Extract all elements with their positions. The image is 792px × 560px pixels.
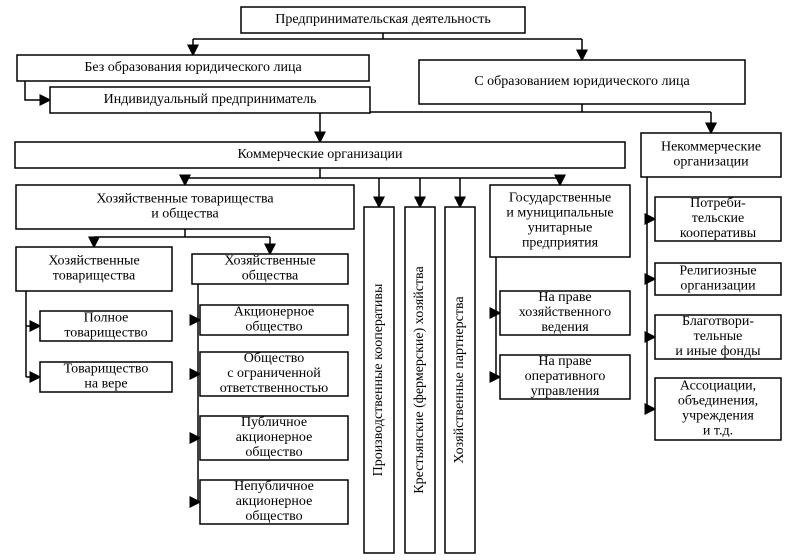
node-assoc-label-line-1: объединения, <box>678 394 758 409</box>
node-faith_part-label-line-1: на вере <box>84 377 127 392</box>
node-cons_coop-label-line-2: кооперативы <box>680 226 757 241</box>
node-cons_coop-label-line-0: Потреби- <box>690 196 746 211</box>
node-no_legal-label-line-0: Без образования юридического лица <box>84 60 302 75</box>
node-ao-label-line-1: общество <box>245 320 302 335</box>
node-gov_ent-label-line-2: унитарные <box>528 221 593 236</box>
node-gov_ent-label-line-3: предприятия <box>522 236 599 251</box>
node-full_part-label-line-1: товарищество <box>64 326 147 341</box>
node-hoz_ved-label-line-0: На праве <box>538 290 591 305</box>
node-nao-label-line-2: общество <box>245 509 302 524</box>
node-nao: Непубличноеакционерноеобщество <box>200 479 348 524</box>
node-gov_ent-label-line-0: Государственные <box>509 191 611 206</box>
node-hoz_ved: На правехозяйственноговедения <box>500 290 630 335</box>
node-pao: Публичноеакционерноеобщество <box>200 415 348 460</box>
node-partn_soc: Хозяйственные товариществаи общества <box>16 185 354 229</box>
node-faith_part-label-line-0: Товарищество <box>64 362 149 377</box>
node-pao-label-line-1: акционерное <box>236 430 313 445</box>
node-oper_upr-label-line-1: оперативного <box>525 369 606 384</box>
node-nao-label-line-1: акционерное <box>236 494 313 509</box>
node-charity-label-line-0: Благотвори- <box>682 314 754 329</box>
node-partners-label-line-1: товарищества <box>53 269 136 284</box>
node-nonprofit-label-line-1: организации <box>673 155 749 170</box>
node-commercial: Коммерческие организации <box>15 142 625 168</box>
node-hoz_ved-label-line-2: ведения <box>541 320 589 335</box>
node-partn_soc-label-line-0: Хозяйственные товарищества <box>96 192 274 207</box>
node-gov_ent: Государственныеи муниципальныеунитарныеп… <box>490 185 630 257</box>
node-relig-label-line-1: организации <box>680 279 756 294</box>
node-farms-label: Крестьянские (фермерские) хозяйства <box>412 266 427 494</box>
node-ooo: Обществос ограниченнойответственностью <box>200 351 348 396</box>
node-nao-label-line-0: Непубличное <box>234 479 314 494</box>
node-nonprofit: Некоммерческиеорганизации <box>641 133 781 177</box>
node-root-label-line-0: Предпринимательская деятельность <box>275 12 491 27</box>
node-ooo-label-line-1: с ограниченной <box>227 366 321 381</box>
node-ao: Акционерноеобщество <box>200 305 348 335</box>
node-prod_coop-label: Производственные кооперативы <box>371 283 386 476</box>
node-legal: С образованием юридического лица <box>419 60 745 104</box>
node-partners-label-line-0: Хозяйственные <box>48 254 139 269</box>
node-ooo-label-line-2: ответственностью <box>220 381 329 396</box>
node-societies-label-line-0: Хозяйственные <box>224 254 315 269</box>
node-farms: Крестьянские (фермерские) хозяйства <box>405 207 435 553</box>
node-ip: Индивидуальный предприниматель <box>50 87 370 113</box>
node-ooo-label-line-0: Общество <box>244 351 304 366</box>
node-faith_part: Товариществона вере <box>40 362 172 392</box>
node-full_part: Полноетоварищество <box>40 311 172 341</box>
node-pao-label-line-0: Публичное <box>241 415 307 430</box>
node-relig: Религиозныеорганизации <box>655 263 781 295</box>
node-assoc-label-line-0: Ассоциации, <box>680 379 756 394</box>
node-partners: Хозяйственныетоварищества <box>16 247 172 291</box>
node-oper_upr-label-line-2: управления <box>531 384 600 399</box>
node-root: Предпринимательская деятельность <box>241 7 525 33</box>
node-assoc: Ассоциации,объединения,учрежденияи т.д. <box>655 378 781 440</box>
node-cons_coop: Потреби-тельскиекооперативы <box>655 196 781 241</box>
node-societies-label-line-1: общества <box>242 269 299 284</box>
node-commercial-label-line-0: Коммерческие организации <box>238 147 403 162</box>
node-charity: Благотвори-тельныеи иные фонды <box>655 314 781 359</box>
org-diagram: Предпринимательская деятельность Без обра… <box>0 0 792 560</box>
node-legal-label-line-0: С образованием юридического лица <box>474 74 690 89</box>
node-gov_ent-label-line-1: и муниципальные <box>506 206 613 221</box>
node-assoc-label-line-2: учреждения <box>682 409 754 424</box>
node-oper_upr: На правеоперативногоуправления <box>500 354 630 399</box>
node-hp: Хозяйственные партнерства <box>445 207 475 553</box>
node-societies: Хозяйственныеобщества <box>192 254 348 284</box>
node-full_part-label-line-0: Полное <box>84 311 129 326</box>
node-nonprofit-label-line-0: Некоммерческие <box>661 140 761 155</box>
node-oper_upr-label-line-0: На праве <box>538 354 591 369</box>
node-ao-label-line-0: Акционерное <box>234 305 314 320</box>
node-cons_coop-label-line-1: тельские <box>692 211 744 226</box>
node-assoc-label-line-3: и т.д. <box>703 424 733 439</box>
node-pao-label-line-2: общество <box>245 445 302 460</box>
node-prod_coop: Производственные кооперативы <box>364 207 394 553</box>
node-charity-label-line-1: тельные <box>694 329 743 344</box>
node-hp-label: Хозяйственные партнерства <box>452 296 467 464</box>
node-partn_soc-label-line-1: и общества <box>151 207 219 222</box>
node-relig-label-line-0: Религиозные <box>679 264 756 279</box>
node-hoz_ved-label-line-1: хозяйственного <box>519 305 611 320</box>
node-ip-label-line-0: Индивидуальный предприниматель <box>104 92 317 107</box>
node-no_legal: Без образования юридического лица <box>17 55 369 81</box>
node-charity-label-line-2: и иные фонды <box>675 344 761 359</box>
